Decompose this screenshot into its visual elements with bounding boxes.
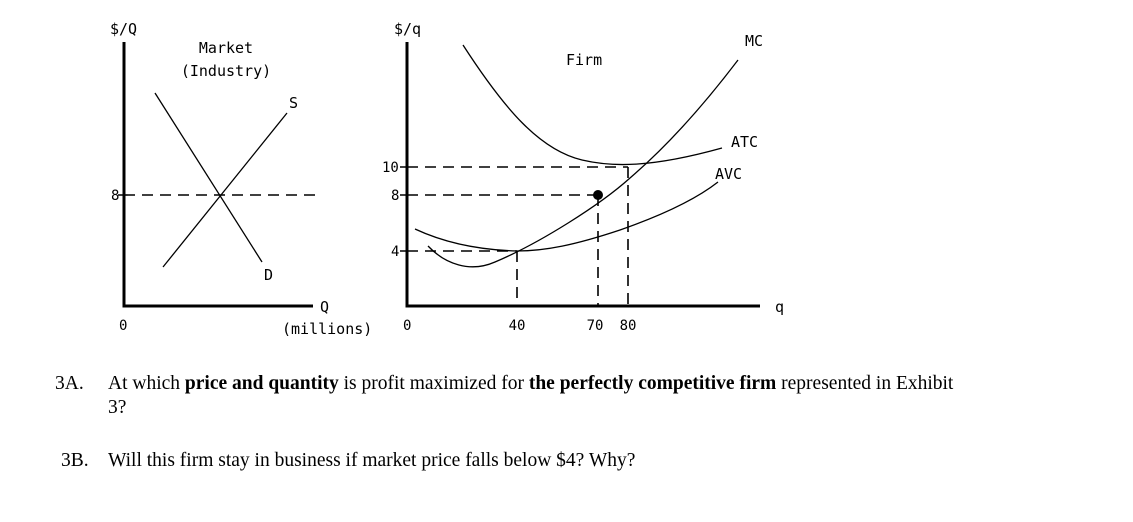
- mc-label: MC: [745, 32, 763, 50]
- firm-origin: 0: [403, 318, 411, 334]
- avc-label: AVC: [715, 165, 742, 183]
- demand-curve: [154, 92, 263, 263]
- market-x-axis-sublabel: (millions): [282, 320, 372, 338]
- firm-y-tick-10: 10: [382, 160, 399, 176]
- question-3a-text: At which price and quantity is profit ma…: [108, 372, 953, 396]
- firm-y-tick-4: 4: [391, 244, 399, 260]
- market-panel: $/Q Market (Industry) S D 8 0 Q (million…: [110, 20, 372, 338]
- market-x-axis-label: Q: [320, 298, 329, 316]
- question-3b: 3B. Will this firm stay in business if m…: [61, 449, 1111, 475]
- firm-panel: $/q Firm MC ATC AVC 10 8 4 0 40 70 80 q: [382, 20, 784, 334]
- atc-label: ATC: [731, 133, 758, 151]
- firm-y-axis-label: $/q: [394, 20, 421, 38]
- avc-curve: [414, 181, 719, 252]
- question-3b-text: Will this firm stay in business if marke…: [108, 450, 636, 471]
- market-origin: 0: [119, 318, 127, 334]
- question-3a: 3A. At which price and quantity is profi…: [55, 372, 1115, 422]
- firm-axes: [405, 42, 760, 308]
- atc-curve: [462, 44, 723, 166]
- market-title-sub: (Industry): [181, 62, 271, 80]
- supply-curve: [162, 112, 288, 268]
- firm-x-tick-70: 70: [587, 318, 604, 334]
- demand-label: D: [264, 266, 273, 284]
- supply-label: S: [289, 94, 298, 112]
- market-axes: [122, 42, 313, 308]
- firm-x-tick-40: 40: [509, 318, 526, 334]
- q3a-part-4: the perfectly competitive firm: [528, 373, 777, 394]
- mc-curve: [427, 59, 739, 268]
- economics-diagram: $/Q Market (Industry) S D 8 0 Q (million…: [110, 20, 784, 338]
- q3a-part-5: represented in Exhibit: [776, 373, 954, 394]
- market-y-axis-label: $/Q: [110, 20, 137, 38]
- question-3a-number: 3A.: [55, 373, 84, 394]
- profit-max-point: [593, 190, 603, 200]
- q3a-part-1: At which: [108, 373, 185, 394]
- question-3b-number: 3B.: [61, 450, 89, 471]
- question-3a-line2: 3?: [108, 397, 127, 418]
- q3a-part-2: price and quantity: [184, 373, 339, 394]
- market-title: Market: [199, 39, 253, 57]
- firm-y-tick-8: 8: [391, 188, 399, 204]
- market-price-tick: 8: [111, 188, 119, 204]
- firm-title: Firm: [566, 51, 602, 69]
- q3a-part-3: is profit maximized for: [338, 373, 529, 394]
- firm-x-axis-label: q: [775, 298, 784, 316]
- firm-x-tick-80: 80: [620, 318, 637, 334]
